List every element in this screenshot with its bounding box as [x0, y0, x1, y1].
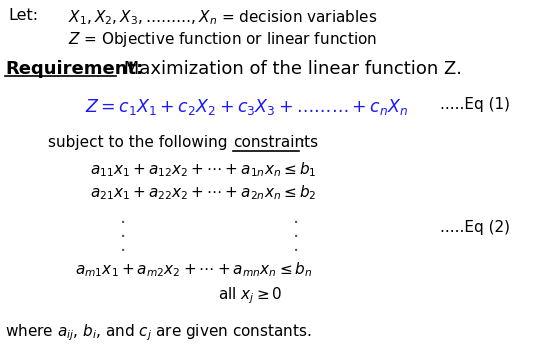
Text: .: . — [120, 222, 126, 241]
Text: $a_{21}x_1 + a_{22}x_2 + \cdots + a_{2n}x_n \leq b_2$: $a_{21}x_1 + a_{22}x_2 + \cdots + a_{2n}… — [90, 183, 316, 202]
Text: all $x_j \geq 0$: all $x_j \geq 0$ — [218, 285, 282, 306]
Text: .: . — [293, 222, 299, 241]
Text: $a_{11}x_1 + a_{12}x_2 + \cdots + a_{1n}x_n \leq b_1$: $a_{11}x_1 + a_{12}x_2 + \cdots + a_{1n}… — [90, 160, 317, 179]
Text: where $a_{ij}$, $b_i$, and $c_j$ are given constants.: where $a_{ij}$, $b_i$, and $c_j$ are giv… — [5, 322, 312, 343]
Text: .....Eq (1): .....Eq (1) — [440, 97, 510, 112]
Text: .: . — [120, 208, 126, 227]
Text: $a_{m1}x_1 + a_{m2}x_2 + \cdots + a_{mn}x_n \leq b_n$: $a_{m1}x_1 + a_{m2}x_2 + \cdots + a_{mn}… — [75, 260, 312, 279]
Text: $X_1, X_2, X_3, \ldots\ldots\ldots, X_n$ = decision variables: $X_1, X_2, X_3, \ldots\ldots\ldots, X_n$… — [68, 8, 377, 27]
Text: constraints: constraints — [233, 135, 318, 150]
Text: $Z = c_1X_1 + c_2X_2 + c_3X_3 + \ldots\ldots\ldots + c_nX_n$: $Z = c_1X_1 + c_2X_2 + c_3X_3 + \ldots\l… — [85, 97, 408, 117]
Text: $Z$ = Objective function or linear function: $Z$ = Objective function or linear funct… — [68, 30, 377, 49]
Text: .: . — [293, 236, 299, 255]
Text: .....Eq (2): .....Eq (2) — [440, 220, 510, 235]
Text: .: . — [293, 208, 299, 227]
Text: .: . — [120, 236, 126, 255]
Text: subject to the following: subject to the following — [48, 135, 232, 150]
Text: Maximization of the linear function Z.: Maximization of the linear function Z. — [118, 60, 462, 78]
Text: :: : — [299, 135, 304, 150]
Text: Let:: Let: — [8, 8, 38, 23]
Text: Requirement:: Requirement: — [5, 60, 143, 78]
